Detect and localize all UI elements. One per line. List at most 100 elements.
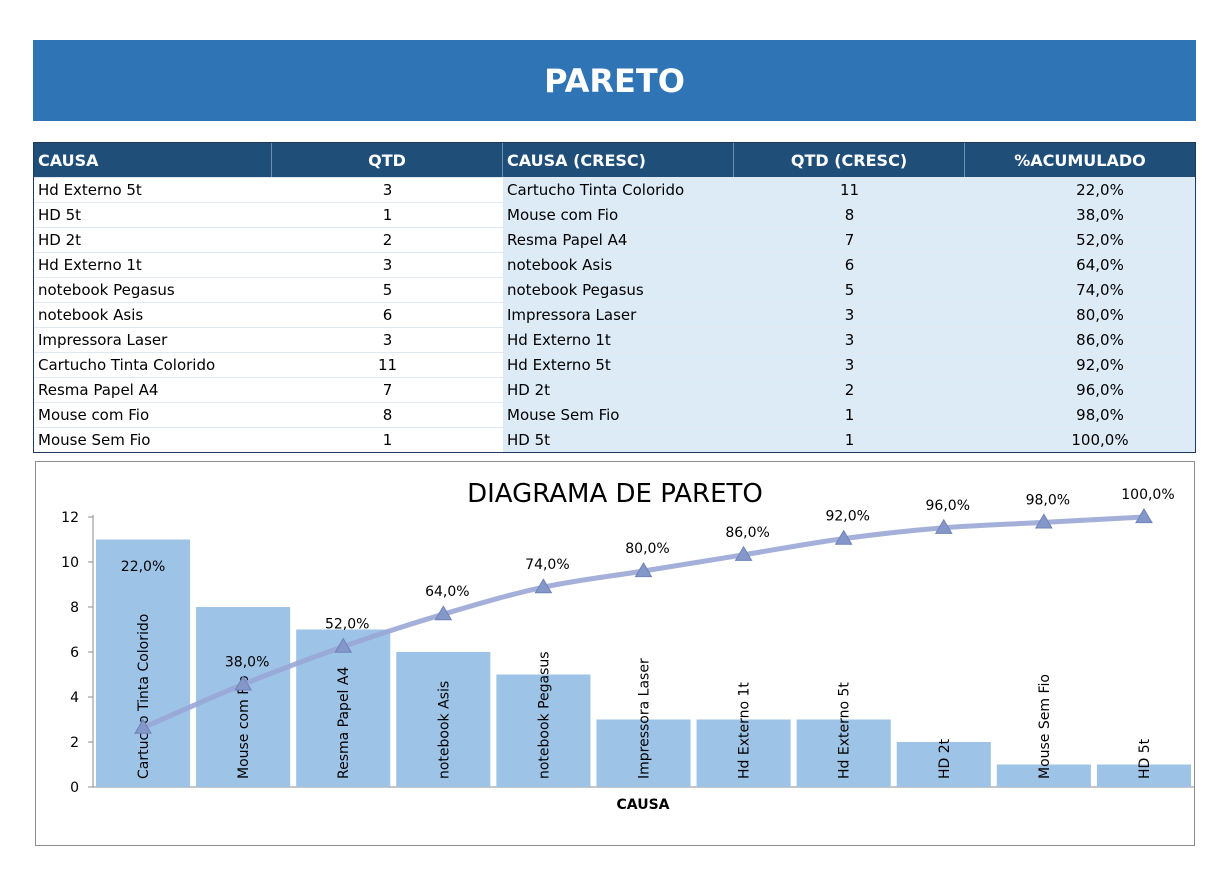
cell-causa: Hd Externo 1t — [34, 253, 272, 277]
x-category-label: notebook Pegasus — [536, 651, 552, 779]
cell-acumulado: 80,0% — [965, 303, 1195, 327]
cell-acumulado: 92,0% — [965, 353, 1195, 377]
cell-causa-cresc: Hd Externo 5t — [503, 353, 734, 377]
cell-qtd: 3 — [272, 328, 503, 352]
cell-qtd-cresc: 2 — [734, 378, 965, 402]
cell-acumulado: 98,0% — [965, 403, 1195, 427]
x-category-label: Mouse Sem Fio — [1037, 674, 1053, 779]
bar — [696, 719, 791, 787]
cumulative-marker — [734, 545, 753, 561]
header-causa: CAUSA — [34, 143, 272, 177]
cell-qtd-cresc: 3 — [734, 353, 965, 377]
cell-causa: Resma Papel A4 — [34, 378, 272, 402]
cumulative-data-label: 86,0% — [725, 525, 769, 541]
cell-acumulado: 74,0% — [965, 278, 1195, 302]
bar — [796, 719, 891, 787]
x-axis-title: CAUSA — [617, 797, 670, 813]
y-tick-label: 6 — [70, 645, 79, 661]
x-category-label: Mouse com Fio — [236, 675, 252, 779]
cell-qtd-cresc: 11 — [734, 178, 965, 202]
cell-causa: Impressora Laser — [34, 328, 272, 352]
cell-causa-cresc: Mouse Sem Fio — [503, 403, 734, 427]
table-row: Resma Papel A4 7 HD 2t 2 96,0% — [34, 377, 1195, 402]
cell-qtd: 2 — [272, 228, 503, 252]
cumulative-data-label: 64,0% — [425, 584, 469, 600]
cell-qtd: 3 — [272, 178, 503, 202]
cumulative-data-label: 96,0% — [926, 498, 970, 514]
cell-qtd-cresc: 1 — [734, 403, 965, 427]
cell-acumulado: 100,0% — [965, 428, 1195, 452]
table-row: Hd Externo 5t 3 Cartucho Tinta Colorido 11 2… — [34, 177, 1195, 202]
x-category-label: Resma Papel A4 — [336, 667, 352, 779]
y-tick-label: 0 — [70, 780, 79, 796]
cell-causa-cresc: Cartucho Tinta Colorido — [503, 178, 734, 202]
cumulative-marker — [534, 578, 553, 594]
table-row: Cartucho Tinta Colorido 11 Hd Externo 5t 3 9… — [34, 352, 1195, 377]
cell-causa: Cartucho Tinta Colorido — [34, 353, 272, 377]
cell-causa-cresc: Mouse com Fio — [503, 203, 734, 227]
cell-qtd: 1 — [272, 203, 503, 227]
cell-qtd-cresc: 7 — [734, 228, 965, 252]
bar — [896, 742, 991, 787]
pareto-table: CAUSA QTD CAUSA (CRESC) QTD (CRESC) %ACU… — [33, 142, 1196, 453]
cell-acumulado: 64,0% — [965, 253, 1195, 277]
cell-causa-cresc: Hd Externo 1t — [503, 328, 734, 352]
cumulative-data-label: 98,0% — [1026, 492, 1070, 508]
y-tick-label: 12 — [61, 510, 79, 526]
cell-causa: Mouse com Fio — [34, 403, 272, 427]
cell-qtd: 8 — [272, 403, 503, 427]
table-row: notebook Asis 6 Impressora Laser 3 80,0% — [34, 302, 1195, 327]
header-qtd: QTD — [272, 143, 503, 177]
cell-acumulado: 38,0% — [965, 203, 1195, 227]
cumulative-data-label: 38,0% — [225, 654, 269, 670]
cell-causa-cresc: notebook Pegasus — [503, 278, 734, 302]
bar — [1096, 764, 1191, 787]
cell-qtd-cresc: 5 — [734, 278, 965, 302]
table-row: notebook Pegasus 5 notebook Pegasus 5 74,0% — [34, 277, 1195, 302]
table-row: Hd Externo 1t 3 notebook Asis 6 64,0% — [34, 252, 1195, 277]
cumulative-marker — [434, 605, 453, 621]
cumulative-marker — [934, 518, 953, 534]
table-header: CAUSA QTD CAUSA (CRESC) QTD (CRESC) %ACU… — [34, 143, 1195, 177]
cumulative-data-label: 74,0% — [525, 557, 569, 573]
table-body: Hd Externo 5t 3 Cartucho Tinta Colorido 11 2… — [34, 177, 1195, 452]
cumulative-data-label: 92,0% — [825, 509, 869, 525]
cell-acumulado: 86,0% — [965, 328, 1195, 352]
cell-acumulado: 22,0% — [965, 178, 1195, 202]
table-row: Mouse Sem Fio 1 HD 5t 1 100,0% — [34, 427, 1195, 452]
bar — [96, 539, 191, 787]
cell-causa-cresc: Impressora Laser — [503, 303, 734, 327]
cell-causa-cresc: HD 2t — [503, 378, 734, 402]
cell-causa: notebook Asis — [34, 303, 272, 327]
y-tick-label: 2 — [70, 735, 79, 751]
x-category-label: Impressora Laser — [637, 658, 653, 779]
title-banner: PARETO — [33, 40, 1196, 121]
cumulative-marker — [234, 675, 253, 691]
table-row: Impressora Laser 3 Hd Externo 1t 3 86,0% — [34, 327, 1195, 352]
cell-qtd: 6 — [272, 303, 503, 327]
cell-causa-cresc: notebook Asis — [503, 253, 734, 277]
cell-qtd-cresc: 8 — [734, 203, 965, 227]
header-qtd-cresc: QTD (CRESC) — [734, 143, 965, 177]
cell-causa: HD 2t — [34, 228, 272, 252]
cumulative-data-label: 80,0% — [625, 541, 669, 557]
x-category-label: notebook Asis — [436, 681, 452, 779]
table-row: HD 2t 2 Resma Papel A4 7 52,0% — [34, 227, 1195, 252]
pareto-chart: DIAGRAMA DE PARETO 0 2 4 6 8 10 12 Cartucho Tint… — [35, 461, 1195, 846]
cell-qtd-cresc: 6 — [734, 253, 965, 277]
x-category-label: Cartucho Tinta Colorido — [136, 614, 152, 779]
cumulative-marker — [634, 562, 653, 578]
cell-qtd: 3 — [272, 253, 503, 277]
x-category-label: HD 2t — [937, 738, 953, 779]
y-tick-label: 8 — [70, 600, 79, 616]
table-row: Mouse com Fio 8 Mouse Sem Fio 1 98,0% — [34, 402, 1195, 427]
cumulative-marker — [134, 718, 152, 734]
bar — [596, 719, 691, 787]
cell-causa-cresc: Resma Papel A4 — [503, 228, 734, 252]
cell-causa: Mouse Sem Fio — [34, 428, 272, 452]
cumulative-data-label: 22,0% — [121, 559, 165, 575]
table-row: HD 5t 1 Mouse com Fio 8 38,0% — [34, 202, 1195, 227]
cell-causa-cresc: HD 5t — [503, 428, 734, 452]
cumulative-data-label: 52,0% — [325, 617, 369, 633]
y-tick-label: 4 — [70, 690, 79, 706]
